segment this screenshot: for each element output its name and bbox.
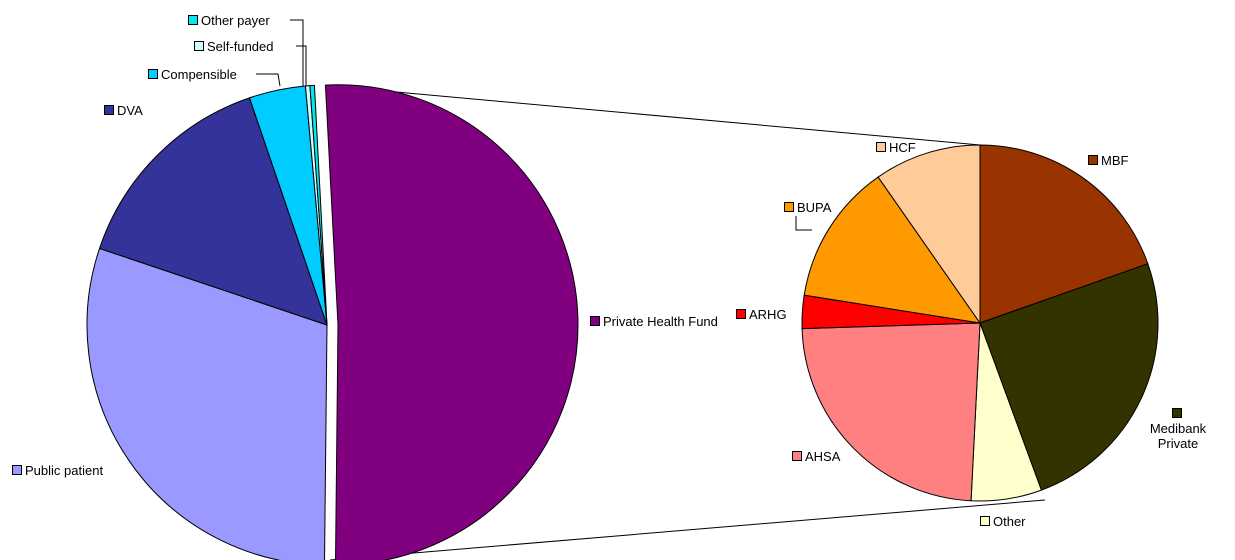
legend-key — [104, 105, 114, 115]
legend-key — [1171, 408, 1182, 418]
slice-label: Private Health Fund — [590, 314, 718, 329]
leader-line — [296, 45, 307, 88]
label-text: BUPA — [797, 200, 832, 215]
label-text: Private Health Fund — [603, 314, 718, 329]
legend-key — [194, 41, 204, 51]
legend-key — [784, 202, 794, 212]
slice-label: Public patient — [12, 463, 103, 478]
slice-label: Other payer — [188, 13, 270, 28]
label-text: Self-funded — [207, 39, 274, 54]
connector-line — [329, 499, 1046, 560]
label-text: Other — [993, 514, 1026, 529]
label-text: Public patient — [25, 463, 104, 478]
label-text: AHSA — [805, 449, 841, 464]
slice-label: Compensible — [148, 67, 237, 82]
pie-slice — [324, 84, 579, 560]
leader-line — [290, 19, 304, 88]
slice-label: ARHG — [736, 307, 787, 322]
legend-key — [1088, 155, 1098, 165]
label-text: HCF — [889, 140, 916, 155]
leader-lines — [256, 19, 1046, 560]
legend-key — [12, 465, 22, 475]
pie-slice — [86, 247, 328, 560]
label-text: MBF — [1101, 153, 1129, 168]
label-text: Compensible — [161, 67, 237, 82]
label-text: Medibank Private — [1149, 421, 1207, 451]
pie-slice — [877, 144, 981, 325]
label-text: Other payer — [201, 13, 270, 28]
legend-key — [980, 516, 990, 526]
pie-slice — [98, 97, 328, 326]
leader-line — [795, 216, 812, 231]
slice-label: Medibank Private — [1147, 406, 1209, 451]
legend-key — [590, 316, 600, 326]
pie-slice — [801, 322, 981, 502]
pie-slice — [803, 176, 982, 324]
legend-key — [148, 69, 158, 79]
slice-label: DVA — [104, 103, 143, 118]
legend-key — [736, 309, 746, 319]
pie-slice — [979, 263, 1159, 491]
slice-label: Self-funded — [194, 39, 274, 54]
slice-label: Other — [980, 514, 1026, 529]
label-text: ARHG — [749, 307, 787, 322]
legend-key — [188, 15, 198, 25]
label-text: DVA — [117, 103, 143, 118]
slice-label: MBF — [1088, 153, 1128, 168]
slice-label: AHSA — [792, 449, 840, 464]
slice-label: HCF — [876, 140, 916, 155]
slice-label: BUPA — [784, 200, 831, 215]
leader-line — [256, 73, 281, 87]
legend-key — [876, 142, 886, 152]
legend-key — [792, 451, 802, 461]
pie-slice — [309, 84, 328, 326]
connector-line — [351, 87, 981, 146]
